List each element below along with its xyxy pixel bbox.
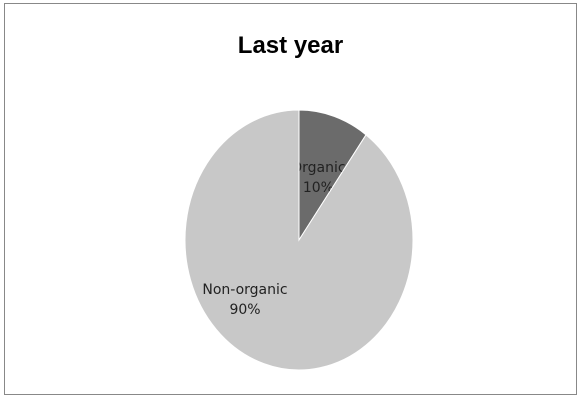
slice-label: Non-organic <box>202 282 287 298</box>
pie-slice-organic <box>298 109 367 242</box>
slice-value-label: 90% <box>229 302 260 318</box>
pie-chart: Organic 10% Non-organic 90% <box>184 109 414 371</box>
chart-title: Last year <box>237 32 344 59</box>
slice-label: Organic <box>291 160 345 176</box>
pie-slice-non-organic <box>184 109 414 371</box>
slice-value-label: 10% <box>303 180 334 196</box>
chart-frame: Last year Organic 10% Non-organic 90% <box>4 3 577 395</box>
